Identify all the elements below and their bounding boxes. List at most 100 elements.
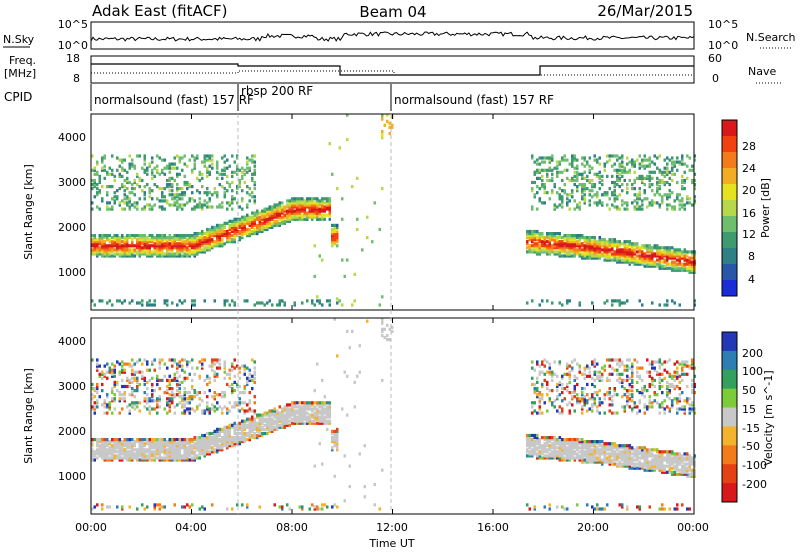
power-cell: [176, 234, 179, 237]
velocity-cell: [584, 373, 587, 376]
power-cell: [231, 175, 234, 178]
power-cell: [564, 183, 567, 186]
power-cell: [106, 234, 109, 237]
velocity-cell: [536, 434, 539, 437]
power-cell: [226, 175, 229, 178]
velocity-cell: [321, 401, 324, 404]
power-cell: [554, 250, 557, 253]
power-cell: [609, 208, 612, 211]
power-cell: [259, 212, 262, 215]
velocity-cell: [129, 363, 132, 366]
velocity-cell: [606, 377, 609, 380]
velocity-cell: [279, 505, 282, 508]
power-cell: [204, 199, 207, 202]
power-cell: [621, 301, 624, 304]
velocity-cell: [174, 393, 177, 396]
power-cell: [129, 181, 132, 184]
velocity-cell: [209, 389, 212, 392]
power-cell: [231, 171, 234, 174]
power-cell: [176, 173, 179, 176]
velocity-cell: [106, 393, 109, 396]
velocity-cell: [599, 397, 602, 400]
power-cell: [129, 191, 132, 194]
velocity-cell: [234, 436, 237, 439]
power-cell: [244, 299, 247, 302]
power-cell: [281, 216, 284, 219]
velocity-cell: [99, 365, 102, 368]
power-cell: [224, 222, 227, 225]
velocity-cell: [326, 420, 329, 423]
velocity-cell: [186, 397, 189, 400]
power-cell: [661, 179, 664, 182]
velocity-cell: [241, 365, 244, 368]
velocity-cell: [106, 412, 109, 415]
power-cell: [171, 163, 174, 166]
power-cell: [246, 161, 249, 164]
velocity-cell: [231, 369, 234, 372]
power-cell: [289, 199, 292, 202]
power-cell: [354, 273, 357, 276]
velocity-cell: [131, 365, 134, 368]
velocity-cell: [609, 387, 612, 390]
power-y-tick-3000: 3000: [58, 176, 86, 189]
velocity-cell: [136, 377, 139, 380]
velocity-cell: [159, 387, 162, 390]
power-cell: [204, 246, 207, 249]
power-cell: [311, 299, 314, 302]
velocity-cell: [179, 401, 182, 404]
velocity-cell: [199, 360, 202, 363]
power-cell: [226, 208, 229, 211]
power-cell: [561, 179, 564, 182]
power-cell: [539, 303, 542, 306]
velocity-cell: [606, 391, 609, 394]
velocity-cell: [144, 448, 147, 451]
power-cell: [649, 244, 652, 247]
power-cell: [104, 177, 107, 180]
power-cell: [211, 163, 214, 166]
power-cell: [606, 299, 609, 302]
power-cell: [561, 240, 564, 243]
power-cell: [161, 191, 164, 194]
power-cell: [279, 222, 282, 225]
power-cell: [649, 201, 652, 204]
velocity-cell: [154, 503, 157, 506]
velocity-cell: [274, 407, 277, 410]
velocity-cell: [351, 330, 354, 333]
velocity-cell: [111, 444, 114, 447]
velocity-cell: [556, 389, 559, 392]
velocity-cell: [589, 375, 592, 378]
power-cell: [276, 220, 279, 223]
power-colorbar-swatch: [722, 264, 737, 281]
power-cell: [531, 299, 534, 302]
power-cell: [536, 242, 539, 245]
velocity-cell: [264, 428, 267, 431]
power-cell: [614, 154, 617, 157]
power-cell: [639, 154, 642, 157]
velocity-cell: [549, 363, 552, 366]
velocity-cell: [109, 401, 112, 404]
power-heatmap: [91, 114, 696, 307]
power-cbar-tick-12: 12: [742, 228, 756, 241]
power-cell: [109, 167, 112, 170]
power-cell: [536, 230, 539, 233]
velocity-cell: [264, 432, 267, 435]
power-cell: [179, 173, 182, 176]
power-cell: [626, 244, 629, 247]
velocity-cell: [579, 446, 582, 449]
velocity-cell: [249, 399, 252, 402]
power-cell: [281, 201, 284, 204]
velocity-cell: [174, 405, 177, 408]
power-cell: [191, 299, 194, 302]
velocity-cell: [321, 463, 324, 466]
velocity-cell: [186, 401, 189, 404]
velocity-cell: [574, 375, 577, 378]
power-cell: [346, 259, 349, 262]
power-colorbar-swatch: [722, 280, 737, 297]
power-panel-frame: [91, 114, 694, 310]
velocity-cell: [174, 377, 177, 380]
velocity-cell: [191, 444, 194, 447]
power-cell: [609, 248, 612, 251]
velocity-cell: [564, 397, 567, 400]
velocity-cell: [379, 507, 382, 510]
power-cell: [114, 191, 117, 194]
